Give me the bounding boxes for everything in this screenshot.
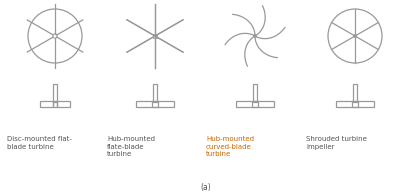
Bar — [136, 101, 174, 107]
Text: (a): (a) — [201, 183, 211, 192]
Bar — [152, 101, 158, 107]
Bar — [53, 101, 57, 107]
Text: Disc-mounted flat-
blade turbine: Disc-mounted flat- blade turbine — [7, 136, 72, 150]
Bar — [40, 101, 53, 107]
Text: Hub-mounted
flate-blade
turbine: Hub-mounted flate-blade turbine — [107, 136, 155, 158]
Text: Shrouded turbine
impeller: Shrouded turbine impeller — [306, 136, 367, 150]
Bar — [253, 84, 257, 102]
Bar — [236, 101, 274, 107]
Bar — [352, 101, 358, 107]
Bar — [353, 84, 357, 102]
Text: Hub-mounted
curved-blade
turbine: Hub-mounted curved-blade turbine — [206, 136, 254, 158]
Bar — [57, 101, 70, 107]
Bar — [252, 101, 258, 107]
Bar — [153, 84, 157, 102]
Bar — [153, 34, 157, 38]
Bar — [336, 101, 374, 107]
Bar — [53, 84, 57, 102]
